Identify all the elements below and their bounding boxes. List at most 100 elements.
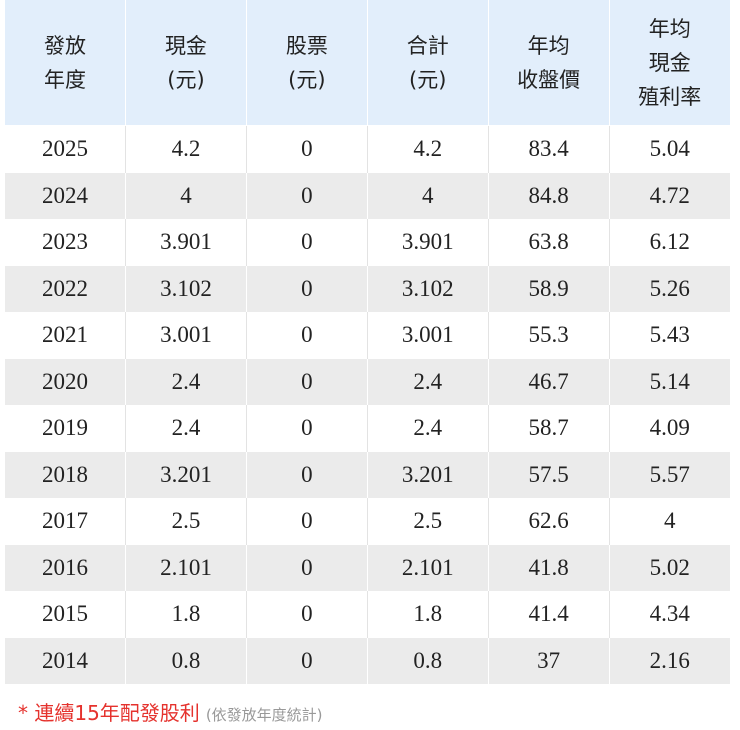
table-cell: 46.7: [488, 358, 610, 405]
table-row: 2024 4 0 4 84.8 4.72: [5, 172, 730, 219]
table-cell: 3.001: [125, 312, 247, 359]
table-row: 2015 1.8 0 1.8 41.4 4.34: [5, 591, 730, 638]
table-row: 2019 2.4 0 2.4 58.7 4.09: [5, 405, 730, 452]
table-cell: 4: [367, 172, 489, 219]
table-cell: 2022: [5, 265, 126, 312]
footnote: * 連續15年配發股利 (依發放年度統計): [18, 697, 323, 726]
header-line: 年均: [527, 33, 570, 58]
table-row: 2025 4.2 0 4.2 83.4 5.04: [5, 125, 730, 173]
footnote-main: * 連續15年配發股利: [18, 701, 200, 725]
table-row: 2022 3.102 0 3.102 58.9 5.26: [5, 265, 730, 312]
table-cell: 0: [246, 544, 368, 591]
table-cell: 63.8: [488, 219, 610, 266]
table-cell: 2023: [5, 219, 126, 266]
table-row: 2018 3.201 0 3.201 57.5 5.57: [5, 451, 730, 498]
table-row: 2020 2.4 0 2.4 46.7 5.14: [5, 358, 730, 405]
table-cell: 3.102: [367, 265, 489, 312]
table-cell: 0: [246, 358, 368, 405]
table-cell: 2024: [5, 172, 126, 219]
header-line: 殖利率: [638, 84, 702, 109]
table-cell: 5.14: [609, 358, 730, 405]
header-cell: 年均 現金 殖利率: [609, 0, 730, 126]
table-cell: 0: [246, 405, 368, 452]
table-cell: 5.57: [609, 451, 730, 498]
header-line: 年均: [648, 16, 691, 41]
table-cell: 0: [246, 265, 368, 312]
table-cell: 6.12: [649, 229, 690, 255]
footnote-note: (依發放年度統計): [205, 706, 323, 724]
table-cell: 2015: [5, 591, 126, 638]
table-cell: 4: [125, 172, 247, 219]
table-cell: 2.101: [125, 544, 247, 591]
table-cell: 2.101: [367, 544, 489, 591]
header-line: (元): [288, 67, 326, 92]
table-cell: 4.72: [609, 172, 730, 219]
table-row: 2017 2.5 0 2.5 62.6 4: [5, 498, 730, 545]
table-cell: 2.4: [367, 405, 489, 452]
table-cell: 5.43: [649, 322, 690, 348]
table-cell: 3.201: [367, 451, 489, 498]
table-cell: 0: [246, 498, 368, 545]
table-cell: 62.6: [488, 498, 610, 545]
header-line: (元): [167, 67, 205, 92]
header-cell: 現金 (元): [125, 0, 247, 126]
table-cell: 2020: [5, 358, 126, 405]
header-line: (元): [409, 67, 447, 92]
table-cell: 0: [246, 591, 368, 638]
table-row: 2021 3.001 0 3.001 55.3 5.43: [5, 312, 730, 359]
table-cell: 3.901: [367, 219, 489, 266]
table-cell: 2016: [5, 544, 126, 591]
header-line: 現金: [648, 50, 691, 75]
table-cell: 3.001: [367, 312, 489, 359]
header-line: 股票: [285, 33, 328, 58]
table-cell: 4: [664, 508, 676, 534]
table-cell: 2.4: [367, 358, 489, 405]
header-cell: 合計 (元): [367, 0, 489, 126]
header-line: 現金: [164, 33, 207, 58]
table-cell: 1.8: [367, 591, 489, 638]
table-cell: 2.5: [125, 498, 247, 545]
table-cell: 3.901: [125, 219, 247, 266]
table-cell: 3.102: [125, 265, 247, 312]
table-cell: 0: [246, 172, 368, 219]
header-row: 發放 年度 現金 (元) 股票 (元) 合計 (元) 年均 收盤價 年均 現金 殖利率: [5, 0, 730, 126]
table-cell: 41.4: [488, 591, 610, 638]
table-cell: 0: [246, 637, 368, 684]
table-cell: 4.34: [649, 601, 690, 627]
table-cell: 4.09: [649, 415, 690, 441]
table-cell: 57.5: [488, 451, 610, 498]
table-cell: 2019: [5, 405, 126, 452]
table-cell: 5.04: [649, 136, 690, 162]
table-cell: 4.2: [367, 125, 489, 173]
table-cell: 58.9: [488, 265, 610, 312]
table-cell: 37: [488, 637, 610, 684]
header-cell: 年均 收盤價: [488, 0, 610, 126]
table-cell: 2018: [5, 451, 126, 498]
table-cell: 2.4: [125, 358, 247, 405]
table-cell: 1.8: [125, 591, 247, 638]
table-cell: 0: [246, 451, 368, 498]
header-line: 收盤價: [517, 67, 581, 92]
table-cell: 0: [246, 219, 368, 266]
table-cell: 5.26: [609, 265, 730, 312]
table-cell: 4.2: [125, 125, 247, 173]
dividend-table: 發放 年度 現金 (元) 股票 (元) 合計 (元) 年均 收盤價 年均 現金 殖利率 2025 4.2 0…: [5, 0, 730, 684]
table-cell: 5.02: [609, 544, 730, 591]
table-cell: 58.7: [488, 405, 610, 452]
table-cell: 2.16: [609, 637, 730, 684]
table-cell: 3.201: [125, 451, 247, 498]
table-cell: 2.5: [367, 498, 489, 545]
table-cell: 0.8: [125, 637, 247, 684]
table-cell: 84.8: [488, 172, 610, 219]
header-line: 發放: [44, 33, 86, 58]
table-cell: 0: [246, 312, 368, 359]
table-cell: 2014: [5, 637, 126, 684]
table-cell: 83.4: [488, 125, 610, 173]
header-cell: 股票 (元): [246, 0, 368, 126]
table-cell: 0.8: [367, 637, 489, 684]
table-body: 2025 4.2 0 4.2 83.4 5.04 2024 4 0 4 84.8 4.72 2023 3.…: [5, 125, 730, 684]
table-cell: 2025: [5, 125, 126, 173]
table-cell: 0: [246, 125, 368, 173]
table-row: 2014 0.8 0 0.8 37 2.16: [5, 637, 730, 684]
table-cell: 2017: [5, 498, 126, 545]
